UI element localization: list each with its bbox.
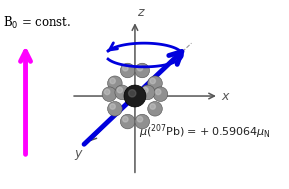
Circle shape xyxy=(135,114,149,129)
Circle shape xyxy=(120,63,135,78)
Circle shape xyxy=(115,85,129,100)
Circle shape xyxy=(110,78,115,84)
Text: z: z xyxy=(137,5,143,19)
Circle shape xyxy=(124,85,146,107)
Circle shape xyxy=(117,87,123,93)
Circle shape xyxy=(135,63,149,78)
Circle shape xyxy=(123,65,128,71)
Circle shape xyxy=(108,76,122,91)
Circle shape xyxy=(108,101,122,116)
Circle shape xyxy=(104,89,110,95)
Circle shape xyxy=(137,117,143,122)
Text: $\mu(^{207}\mathrm{Pb}) = +0.59064\mu_\mathrm{N}$: $\mu(^{207}\mathrm{Pb}) = +0.59064\mu_\m… xyxy=(139,122,270,141)
Circle shape xyxy=(137,65,143,71)
Text: y: y xyxy=(75,147,82,160)
Circle shape xyxy=(148,101,162,116)
Circle shape xyxy=(110,104,115,109)
Circle shape xyxy=(120,114,135,129)
Circle shape xyxy=(150,78,155,84)
Text: x: x xyxy=(222,90,229,102)
Circle shape xyxy=(140,85,155,100)
Text: B$_0$ = const.: B$_0$ = const. xyxy=(3,15,71,31)
Circle shape xyxy=(129,90,136,97)
Circle shape xyxy=(150,104,155,109)
Circle shape xyxy=(153,87,168,101)
Circle shape xyxy=(143,87,148,93)
Circle shape xyxy=(102,87,117,101)
Circle shape xyxy=(123,117,128,122)
Circle shape xyxy=(155,89,161,95)
Circle shape xyxy=(148,76,162,91)
